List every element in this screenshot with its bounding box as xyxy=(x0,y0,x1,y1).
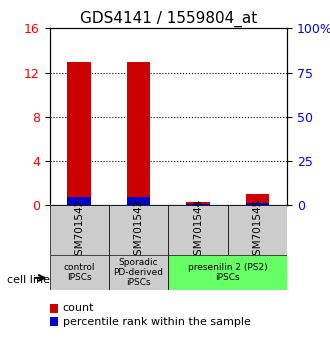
Text: GSM701545: GSM701545 xyxy=(252,199,262,262)
FancyBboxPatch shape xyxy=(50,205,109,255)
Title: GDS4141 / 1559804_at: GDS4141 / 1559804_at xyxy=(80,11,257,27)
Bar xyxy=(127,197,150,205)
Bar xyxy=(67,197,91,205)
Bar xyxy=(67,62,91,205)
Text: GSM701542: GSM701542 xyxy=(74,199,84,262)
Text: presenilin 2 (PS2)
iPSCs: presenilin 2 (PS2) iPSCs xyxy=(188,263,268,282)
Bar xyxy=(127,62,150,205)
FancyBboxPatch shape xyxy=(109,255,168,290)
Text: GSM701544: GSM701544 xyxy=(193,199,203,262)
FancyBboxPatch shape xyxy=(168,255,287,290)
FancyBboxPatch shape xyxy=(228,205,287,255)
FancyBboxPatch shape xyxy=(168,205,228,255)
Bar xyxy=(246,202,269,205)
Text: GSM701543: GSM701543 xyxy=(134,199,144,262)
Text: count: count xyxy=(63,303,94,313)
Bar xyxy=(246,194,269,205)
Text: control
IPSCs: control IPSCs xyxy=(63,263,95,282)
Text: cell line: cell line xyxy=(7,275,50,285)
Text: percentile rank within the sample: percentile rank within the sample xyxy=(63,317,250,327)
Bar xyxy=(186,202,210,205)
FancyBboxPatch shape xyxy=(109,205,168,255)
FancyBboxPatch shape xyxy=(50,255,109,290)
Text: Sporadic
PD-derived
iPSCs: Sporadic PD-derived iPSCs xyxy=(114,258,164,287)
